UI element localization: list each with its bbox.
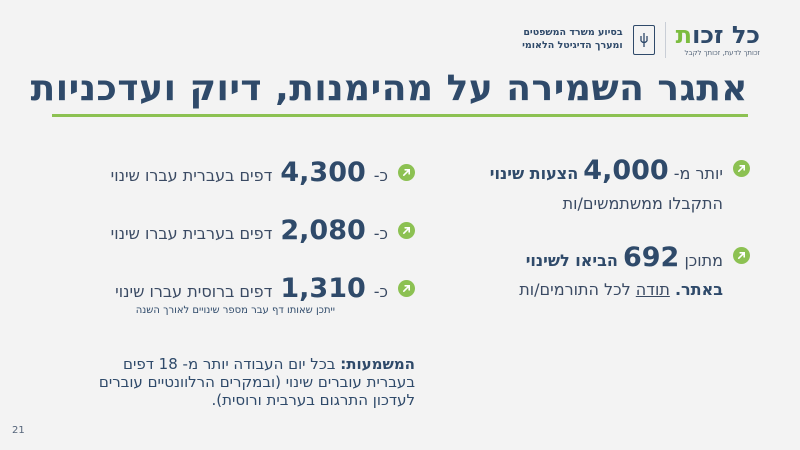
changes-prefix: מתוכן xyxy=(684,250,723,270)
header-logos: כל זכות זכותך לדעת, זכותך לקבל בסיוע משר… xyxy=(522,22,760,58)
changes-site-word: באתר. xyxy=(674,280,723,300)
arabic-pages-stat: כ- 2,080 דפים בערבית עברו שינוי xyxy=(55,210,415,252)
hebrew-pages-stat: כ- 4,300 דפים בעברית עברו שינוי xyxy=(55,152,415,194)
hebrew-pages-prefix: כ- xyxy=(373,166,388,185)
changes-suffix: הביאו לשינוי xyxy=(525,250,618,270)
hebrew-pages-text: כ- 4,300 דפים בעברית עברו שינוי xyxy=(111,152,388,194)
ministry-credit: בסיוע משרד המשפטים ומערך הדיגיטל הלאומי xyxy=(522,27,623,53)
suggestions-suffix: הצעות שינוי xyxy=(489,164,579,183)
page-number: 21 xyxy=(12,425,25,436)
logo-divider xyxy=(664,22,666,58)
meaning-paragraph: המשמעות: בכל יום העבודה יותר מ- 18 דפים … xyxy=(70,355,415,409)
ministry-line-1: בסיוע משרד המשפטים xyxy=(523,27,623,39)
arrow-up-right-icon xyxy=(398,164,415,182)
russian-pages-label: דפים ברוסית עברו שינוי xyxy=(115,281,273,301)
arrow-up-right-icon xyxy=(733,160,750,177)
arabic-pages-number: 2,080 xyxy=(280,214,366,246)
arabic-pages-prefix: כ- xyxy=(373,223,388,243)
russian-pages-prefix: כ- xyxy=(373,281,388,301)
state-emblem-icon xyxy=(632,25,655,55)
changes-stat: מתוכן 692 הביאו לשינוי באתר. תודה לכל הת… xyxy=(475,237,750,304)
right-column: יותר מ- 4,000 הצעות שינוי התקבלו ממשתמשי… xyxy=(475,150,750,303)
suggestions-line2: התקבלו ממשתמשים/ות xyxy=(562,193,723,213)
arabic-pages-text: כ- 2,080 דפים בערבית עברו שינוי xyxy=(111,210,388,252)
brand-logo: כל זכות זכותך לדעת, זכותך לקבל xyxy=(676,23,760,57)
russian-pages-stat: כ- 1,310 דפים ברוסית עברו שינוי xyxy=(55,268,415,310)
thanks-rest: לכל התורמים/ות xyxy=(519,280,631,300)
hebrew-pages-number: 4,300 xyxy=(280,157,366,188)
suggestions-stat: יותר מ- 4,000 הצעות שינוי התקבלו ממשתמשי… xyxy=(475,150,750,217)
suggestions-number: 4,000 xyxy=(583,155,669,186)
arrow-up-right-icon xyxy=(398,280,415,298)
ministry-line-2: ומערך הדיגיטל הלאומי xyxy=(522,40,623,51)
suggestions-text: יותר מ- 4,000 הצעות שינוי התקבלו ממשתמשי… xyxy=(490,150,723,217)
changes-number: 692 xyxy=(622,241,680,273)
title-underline xyxy=(52,114,748,117)
thanks-word: תודה xyxy=(635,280,670,300)
multiple-changes-note: ייתכן שאותו דף עבר מספר שינויים לאורך הש… xyxy=(135,305,335,316)
arabic-pages-label: דפים בערבית עברו שינוי xyxy=(110,223,273,243)
russian-pages-text: כ- 1,310 דפים ברוסית עברו שינוי xyxy=(115,268,388,310)
changes-text: מתוכן 692 הביאו לשינוי באתר. תודה לכל הת… xyxy=(519,237,723,304)
left-column: כ- 4,300 דפים בעברית עברו שינוי כ- 2,080… xyxy=(55,152,415,326)
suggestions-prefix: יותר מ- xyxy=(673,164,723,183)
brand-tagline: זכותך לדעת, זכותך לקבל xyxy=(684,49,760,57)
page-title: אתגר השמירה על מהימנות, דיוק ועדכניות xyxy=(30,68,748,109)
hebrew-pages-label: דפים בעברית עברו שינוי xyxy=(110,166,273,185)
meaning-text: בכל יום העבודה יותר מ- 18 דפים בעברית עו… xyxy=(98,355,415,409)
brand-name: כל זכות xyxy=(675,21,760,49)
russian-pages-number: 1,310 xyxy=(280,272,366,304)
arrow-up-right-icon xyxy=(733,246,750,264)
arrow-up-right-icon xyxy=(398,222,415,240)
meaning-label: המשמעות: xyxy=(340,355,415,373)
